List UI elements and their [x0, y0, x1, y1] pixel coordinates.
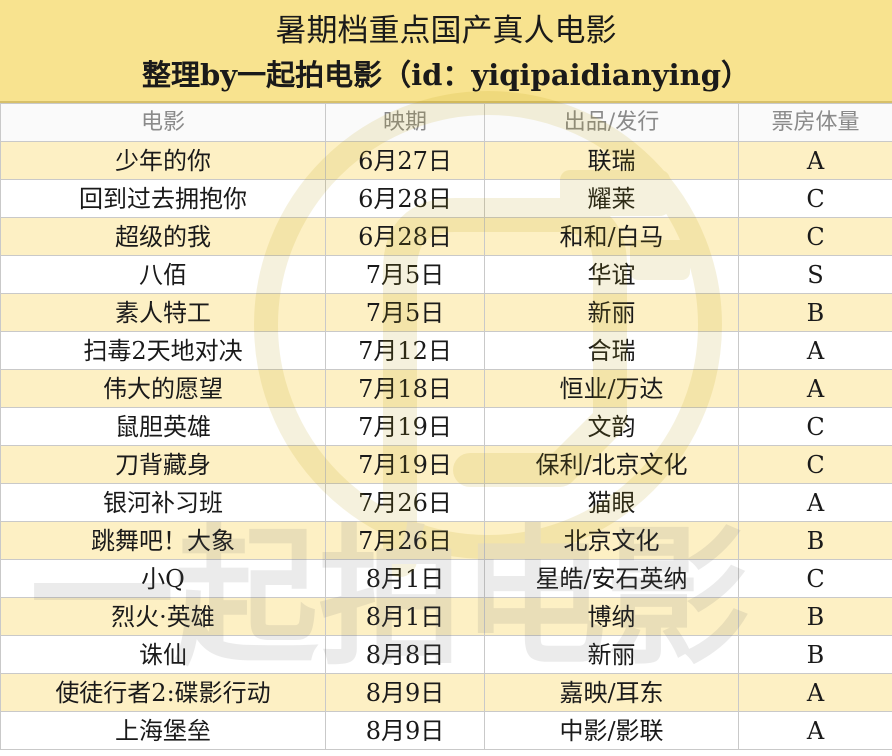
table-row: 超级的我 6月28日 和和/白马 C [0, 217, 892, 256]
cell-level[interactable]: B [738, 597, 892, 636]
cell-level[interactable]: C [738, 217, 892, 256]
cell-level[interactable]: C [738, 559, 892, 598]
page-title: 暑期档重点国产真人电影 [275, 13, 617, 49]
cell-date[interactable]: 8月1日 [325, 597, 485, 636]
cell-date[interactable]: 6月28日 [325, 179, 485, 218]
cell-level[interactable]: C [738, 179, 892, 218]
cell-film[interactable]: 鼠胆英雄 [0, 407, 326, 446]
cell-distributor[interactable]: 文韵 [484, 407, 739, 446]
cell-distributor[interactable]: 华谊 [484, 255, 739, 294]
cell-level[interactable]: A [738, 369, 892, 408]
table-row: 刀背藏身 7月19日 保利/北京文化 C [0, 445, 892, 484]
cell-date[interactable]: 7月18日 [325, 369, 485, 408]
cell-film[interactable]: 诛仙 [0, 635, 326, 674]
cell-distributor[interactable]: 猫眼 [484, 483, 739, 522]
cell-distributor[interactable]: 中影/影联 [484, 711, 739, 750]
cell-level[interactable]: B [738, 635, 892, 674]
cell-date[interactable]: 7月26日 [325, 483, 485, 522]
cell-level[interactable]: B [738, 521, 892, 560]
cell-film[interactable]: 跳舞吧！大象 [0, 521, 326, 560]
table-row: 小Q 8月1日 星皓/安石英纳 C [0, 559, 892, 598]
cell-film[interactable]: 小Q [0, 559, 326, 598]
cell-date[interactable]: 8月9日 [325, 711, 485, 750]
cell-level[interactable]: S [738, 255, 892, 294]
header-distributor: 出品/发行 [484, 103, 739, 142]
cell-film[interactable]: 上海堡垒 [0, 711, 326, 750]
cell-film[interactable]: 伟大的愿望 [0, 369, 326, 408]
table-header-row: 电影 映期 出品/发行 票房体量 [0, 103, 892, 142]
cell-level[interactable]: C [738, 407, 892, 446]
cell-film[interactable]: 扫毒2天地对决 [0, 331, 326, 370]
table-row: 烈火·英雄 8月1日 博纳 B [0, 597, 892, 636]
cell-distributor[interactable]: 合瑞 [484, 331, 739, 370]
cell-distributor[interactable]: 嘉映/耳东 [484, 673, 739, 712]
cell-date[interactable]: 7月12日 [325, 331, 485, 370]
header-box-office: 票房体量 [738, 103, 892, 142]
cell-date[interactable]: 8月9日 [325, 673, 485, 712]
header-date: 映期 [325, 103, 485, 142]
table-row: 跳舞吧！大象 7月26日 北京文化 B [0, 521, 892, 560]
page-subtitle: 整理by一起拍电影（id：yiqipaidianying） [141, 58, 751, 92]
cell-distributor[interactable]: 星皓/安石英纳 [484, 559, 739, 598]
header-film: 电影 [0, 103, 326, 142]
cell-film[interactable]: 烈火·英雄 [0, 597, 326, 636]
cell-film[interactable]: 银河补习班 [0, 483, 326, 522]
cell-date[interactable]: 8月1日 [325, 559, 485, 598]
table-row: 鼠胆英雄 7月19日 文韵 C [0, 407, 892, 446]
cell-film[interactable]: 八佰 [0, 255, 326, 294]
table-row: 伟大的愿望 7月18日 恒业/万达 A [0, 369, 892, 408]
cell-distributor[interactable]: 保利/北京文化 [484, 445, 739, 484]
table-row: 回到过去拥抱你 6月28日 耀莱 C [0, 179, 892, 218]
cell-level[interactable]: A [738, 141, 892, 180]
cell-level[interactable]: A [738, 331, 892, 370]
cell-film[interactable]: 使徒行者2:碟影行动 [0, 673, 326, 712]
cell-level[interactable]: C [738, 445, 892, 484]
title-banner: 暑期档重点国产真人电影 整理by一起拍电影（id：yiqipaidianying… [0, 0, 892, 103]
cell-date[interactable]: 7月19日 [325, 445, 485, 484]
cell-level[interactable]: A [738, 711, 892, 750]
cell-film[interactable]: 少年的你 [0, 141, 326, 180]
table-row: 上海堡垒 8月9日 中影/影联 A [0, 711, 892, 750]
cell-film[interactable]: 回到过去拥抱你 [0, 179, 326, 218]
cell-level[interactable]: A [738, 673, 892, 712]
cell-distributor[interactable]: 和和/白马 [484, 217, 739, 256]
cell-date[interactable]: 7月19日 [325, 407, 485, 446]
cell-distributor[interactable]: 耀莱 [484, 179, 739, 218]
table-row: 八佰 7月5日 华谊 S [0, 255, 892, 294]
cell-distributor[interactable]: 北京文化 [484, 521, 739, 560]
cell-date[interactable]: 7月26日 [325, 521, 485, 560]
cell-date[interactable]: 7月5日 [325, 293, 485, 332]
cell-distributor[interactable]: 博纳 [484, 597, 739, 636]
cell-date[interactable]: 6月28日 [325, 217, 485, 256]
table-row: 素人特工 7月5日 新丽 B [0, 293, 892, 332]
cell-date[interactable]: 7月5日 [325, 255, 485, 294]
cell-film[interactable]: 超级的我 [0, 217, 326, 256]
table-row: 使徒行者2:碟影行动 8月9日 嘉映/耳东 A [0, 673, 892, 712]
table-row: 扫毒2天地对决 7月12日 合瑞 A [0, 331, 892, 370]
cell-distributor[interactable]: 恒业/万达 [484, 369, 739, 408]
cell-date[interactable]: 8月8日 [325, 635, 485, 674]
cell-film[interactable]: 素人特工 [0, 293, 326, 332]
cell-level[interactable]: B [738, 293, 892, 332]
cell-film[interactable]: 刀背藏身 [0, 445, 326, 484]
cell-level[interactable]: A [738, 483, 892, 522]
cell-distributor[interactable]: 新丽 [484, 293, 739, 332]
cell-distributor[interactable]: 新丽 [484, 635, 739, 674]
cell-date[interactable]: 6月27日 [325, 141, 485, 180]
table-row: 诛仙 8月8日 新丽 B [0, 635, 892, 674]
table-row: 银河补习班 7月26日 猫眼 A [0, 483, 892, 522]
film-table: 电影 映期 出品/发行 票房体量 少年的你 6月27日 联瑞 A 回到过去拥抱你… [0, 103, 892, 750]
table-row: 少年的你 6月27日 联瑞 A [0, 141, 892, 180]
cell-distributor[interactable]: 联瑞 [484, 141, 739, 180]
